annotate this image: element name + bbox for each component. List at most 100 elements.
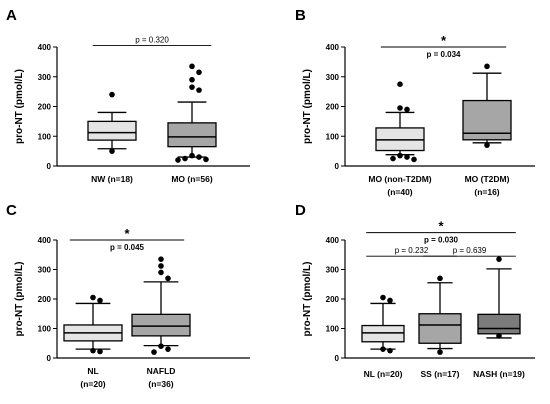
outlier-point: [437, 349, 443, 355]
outlier-point: [397, 152, 403, 159]
y-tick-label: 400: [38, 43, 52, 52]
y-tick-label: 300: [38, 266, 52, 275]
outlier-point: [404, 154, 410, 160]
outlier-point: [97, 297, 103, 304]
x-category-label: NAFLD: [147, 366, 176, 376]
y-tick-label: 200: [38, 103, 52, 112]
x-category-label: MO (T2DM): [465, 174, 510, 184]
outlier-point: [397, 81, 403, 87]
y-tick-label: 0: [335, 162, 340, 171]
y-tick-label: 400: [326, 236, 340, 245]
box-iqr: [418, 313, 462, 344]
y-tick-label: 200: [326, 103, 340, 112]
outlier-point: [390, 155, 396, 162]
outlier-point: [189, 76, 195, 83]
outlier-point: [165, 346, 171, 352]
outlier-point: [97, 348, 103, 355]
box-group: NL (n=20): [361, 294, 405, 379]
box-group: MO (non-T2DM) (n=40): [368, 81, 432, 197]
significance-star: *: [441, 33, 447, 48]
p-value-label: p = 0.232: [395, 246, 429, 255]
x-category-label-n: (n=36): [148, 379, 173, 389]
outlier-point: [380, 346, 386, 352]
panel-letter: C: [6, 202, 17, 219]
x-category-label: NL (n=20): [364, 369, 403, 379]
x-category-label-n: (n=20): [80, 379, 105, 389]
outlier-point: [203, 156, 209, 163]
outlier-point: [387, 297, 393, 304]
box-iqr: [167, 122, 217, 148]
box-group: MO (n=56): [167, 63, 217, 184]
outlier-point: [158, 263, 164, 269]
outlier-point: [189, 84, 195, 90]
x-category-label: NW (n=18): [91, 174, 133, 184]
outlier-point: [496, 333, 502, 339]
panel-letter: D: [295, 202, 306, 219]
p-value-label: p = 0.034: [426, 50, 461, 59]
y-tick-label: 0: [47, 162, 52, 171]
outlier-point: [109, 91, 115, 98]
box-group: MO (T2DM) (n=16): [462, 63, 512, 197]
x-category-label: MO (n=56): [171, 174, 212, 184]
y-tick-label: 0: [47, 354, 52, 363]
y-tick-label: 300: [38, 73, 52, 82]
x-category-label: MO (non-T2DM): [368, 174, 431, 184]
p-value-label: p = 0.639: [453, 246, 487, 255]
y-tick-label: 200: [326, 295, 340, 304]
y-tick-label: 200: [38, 295, 52, 304]
box-group: NAFLD (n=36): [131, 256, 191, 389]
outlier-point: [196, 154, 202, 160]
outlier-point: [158, 343, 164, 350]
x-category-label: SS (n=17): [421, 369, 460, 379]
y-tick-label: 400: [326, 43, 340, 52]
box-group: SS (n=17): [418, 275, 462, 379]
panel-letter: B: [295, 7, 306, 24]
x-category-label: NASH (n=19): [473, 369, 525, 379]
y-axis-title: pro-NT (pmol/L): [302, 262, 313, 337]
outlier-point: [397, 105, 403, 111]
box-iqr: [477, 313, 521, 335]
outlier-point: [380, 294, 386, 301]
outlier-point: [158, 256, 164, 262]
outlier-point: [484, 63, 490, 70]
outlier-point: [158, 269, 164, 276]
x-category-label-n: (n=40): [387, 187, 412, 197]
box-iqr: [87, 120, 137, 141]
outlier-point: [404, 106, 410, 113]
y-tick-label: 100: [326, 325, 340, 334]
significance-star: *: [438, 219, 444, 234]
y-tick-label: 300: [326, 73, 340, 82]
y-tick-label: 0: [335, 354, 340, 363]
outlier-point: [175, 157, 181, 163]
outlier-point: [109, 148, 115, 154]
x-category-label-n: (n=16): [474, 187, 499, 197]
outlier-point: [165, 275, 171, 282]
p-value-label: p = 0.045: [110, 243, 145, 252]
y-tick-label: 100: [38, 325, 52, 334]
box-group: NW (n=18): [87, 91, 137, 184]
outlier-point: [151, 349, 157, 355]
y-axis-title: pro-NT (pmol/L): [14, 262, 25, 337]
outlier-point: [411, 156, 417, 163]
outlier-point: [484, 142, 490, 148]
outlier-point: [196, 69, 202, 76]
panel-letter: A: [6, 7, 17, 24]
p-value-label: p = 0.030: [424, 236, 459, 245]
outlier-point: [387, 347, 393, 354]
outlier-point: [189, 152, 195, 159]
p-value-label: p = 0.320: [135, 36, 169, 45]
outlier-point: [189, 63, 195, 70]
box-group: NL (n=20): [63, 294, 123, 389]
outlier-point: [496, 256, 502, 262]
y-tick-label: 100: [326, 132, 340, 141]
y-axis-title: pro-NT (pmol/L): [302, 69, 313, 144]
outlier-point: [182, 155, 188, 162]
significance-star: *: [124, 226, 130, 241]
outlier-point: [196, 87, 202, 93]
y-tick-label: 100: [38, 132, 52, 141]
